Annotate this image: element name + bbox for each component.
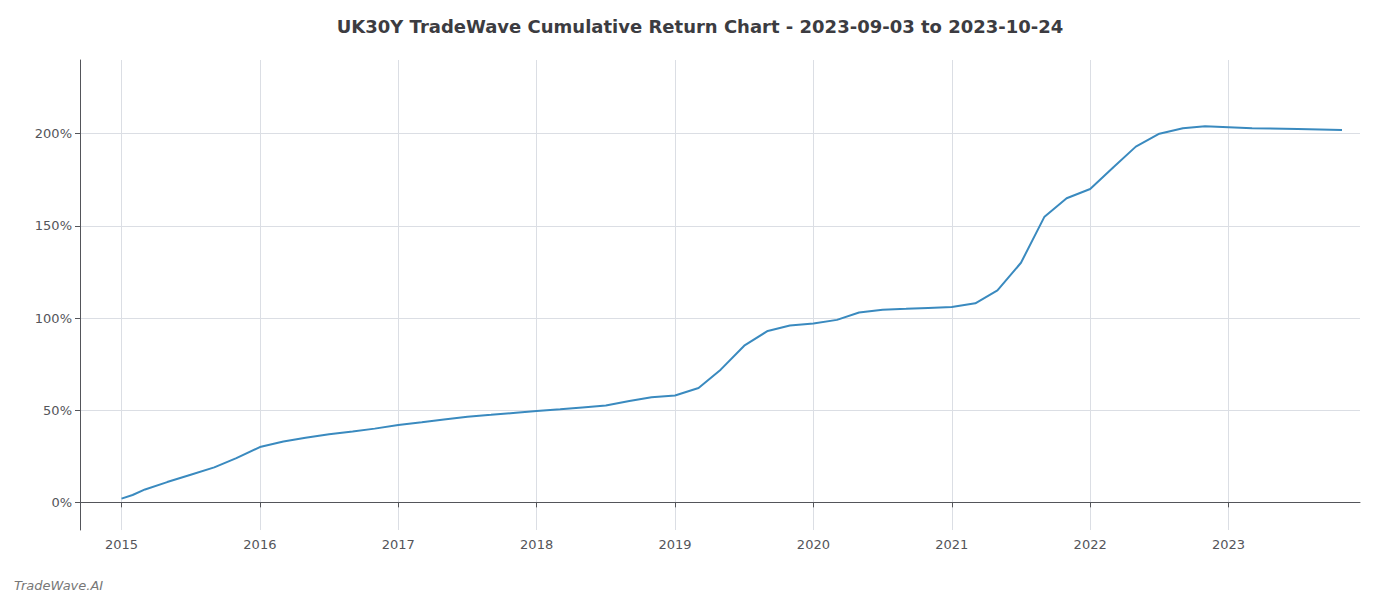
svg-text:2018: 2018 [520,537,553,552]
svg-text:2023: 2023 [1212,537,1245,552]
svg-text:100%: 100% [35,311,72,326]
svg-text:150%: 150% [35,218,72,233]
svg-text:0%: 0% [51,495,72,510]
svg-text:2019: 2019 [658,537,691,552]
svg-text:2016: 2016 [243,537,276,552]
svg-text:2020: 2020 [797,537,830,552]
svg-text:TradeWave.AI: TradeWave.AI [14,578,103,593]
svg-text:50%: 50% [43,403,72,418]
svg-text:2021: 2021 [935,537,968,552]
svg-text:200%: 200% [35,126,72,141]
svg-text:UK30Y TradeWave Cumulative Ret: UK30Y TradeWave Cumulative Return Chart … [337,16,1064,37]
svg-text:2017: 2017 [382,537,415,552]
svg-text:2015: 2015 [105,537,138,552]
svg-text:2022: 2022 [1074,537,1107,552]
